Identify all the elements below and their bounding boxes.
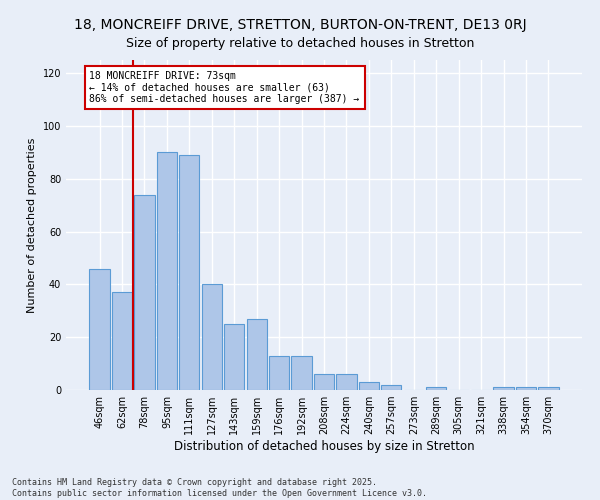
Bar xyxy=(224,324,244,390)
Bar xyxy=(538,388,559,390)
Bar xyxy=(493,388,514,390)
Bar xyxy=(269,356,289,390)
Bar xyxy=(157,152,177,390)
Bar xyxy=(516,388,536,390)
Text: 18, MONCREIFF DRIVE, STRETTON, BURTON-ON-TRENT, DE13 0RJ: 18, MONCREIFF DRIVE, STRETTON, BURTON-ON… xyxy=(74,18,526,32)
Bar xyxy=(359,382,379,390)
Bar xyxy=(314,374,334,390)
Text: 18 MONCREIFF DRIVE: 73sqm
← 14% of detached houses are smaller (63)
86% of semi-: 18 MONCREIFF DRIVE: 73sqm ← 14% of detac… xyxy=(89,70,360,104)
Text: Size of property relative to detached houses in Stretton: Size of property relative to detached ho… xyxy=(126,38,474,51)
Bar xyxy=(381,384,401,390)
Y-axis label: Number of detached properties: Number of detached properties xyxy=(27,138,37,312)
Text: Contains HM Land Registry data © Crown copyright and database right 2025.
Contai: Contains HM Land Registry data © Crown c… xyxy=(12,478,427,498)
Bar xyxy=(337,374,356,390)
X-axis label: Distribution of detached houses by size in Stretton: Distribution of detached houses by size … xyxy=(173,440,475,453)
Bar xyxy=(247,318,267,390)
Bar xyxy=(202,284,222,390)
Bar xyxy=(112,292,132,390)
Bar xyxy=(292,356,311,390)
Bar xyxy=(134,194,155,390)
Bar xyxy=(179,155,199,390)
Bar xyxy=(426,388,446,390)
Bar xyxy=(89,268,110,390)
